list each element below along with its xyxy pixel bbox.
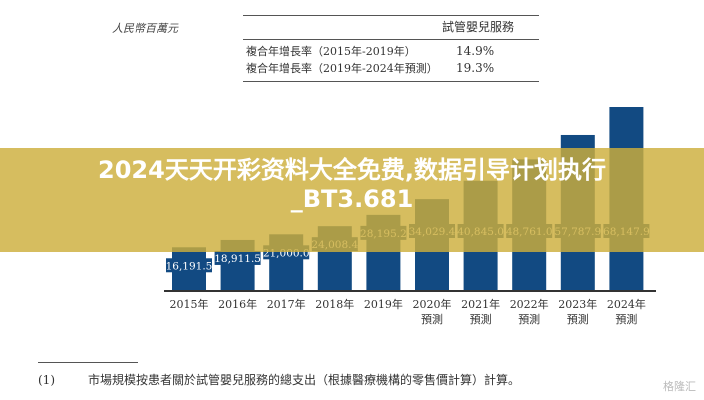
footnote-divider <box>38 362 138 363</box>
footnote: (1) 市場規模按患者關於試管嬰兒服務的總支出（根據醫療機構的零售價計算）計算。 <box>38 371 520 388</box>
x-tick-label: 2015年 <box>170 297 209 311</box>
unit-label: 人民幣百萬元 <box>112 22 178 35</box>
x-tick-label: 預測 <box>421 312 443 326</box>
data-label-box <box>214 250 261 265</box>
x-tick-label: 2018年 <box>315 297 354 311</box>
cagr-label: 複合年增長率（2015年-2019年） <box>246 45 416 58</box>
cagr-table-header: 試管嬰兒服務 <box>243 16 539 40</box>
x-tick-label: 2016年 <box>218 297 257 311</box>
x-tick-label: 2017年 <box>267 297 306 311</box>
x-tick-label: 預測 <box>567 312 589 326</box>
cagr-label: 複合年增長率（2019年-2024年預測） <box>246 62 438 75</box>
cagr-value: 14.9% <box>456 44 495 58</box>
x-tick-label: 2023年 <box>558 297 597 311</box>
data-label: 18,911.5 <box>214 253 261 265</box>
banner-text: 2024天天开彩资料大全免费,数据引导计划执行_BT3.681 <box>98 156 606 213</box>
footnote-text: 市場規模按患者關於試管嬰兒服務的總支出（根據醫療機構的零售價計算）計算。 <box>88 373 521 387</box>
x-tick-label: 2021年 <box>461 297 500 311</box>
cagr-row: 複合年增長率（2019年-2024年預測） 19.3% <box>243 60 539 77</box>
data-label: 16,191.5 <box>166 260 213 272</box>
cagr-table: 試管嬰兒服務 複合年增長率（2015年-2019年） 14.9% 複合年增長率（… <box>243 15 539 82</box>
cagr-value: 19.3% <box>456 61 495 75</box>
x-tick-label: 2024年 <box>607 297 646 311</box>
overlay-banner: 2024天天开彩资料大全免费,数据引导计划执行_BT3.681 <box>0 148 704 252</box>
watermark: 格隆汇 <box>663 380 696 393</box>
x-tick-label: 預測 <box>615 312 637 326</box>
data-label-box <box>166 258 212 273</box>
x-tick-label: 預測 <box>518 312 540 326</box>
cagr-row: 複合年增長率（2015年-2019年） 14.9% <box>243 43 539 60</box>
x-tick-label: 2022年 <box>510 297 549 311</box>
x-tick-label: 預測 <box>470 312 492 326</box>
footnote-number: (1) <box>38 373 55 387</box>
x-tick-label: 2020年 <box>413 297 452 311</box>
x-tick-label: 2019年 <box>364 297 403 311</box>
